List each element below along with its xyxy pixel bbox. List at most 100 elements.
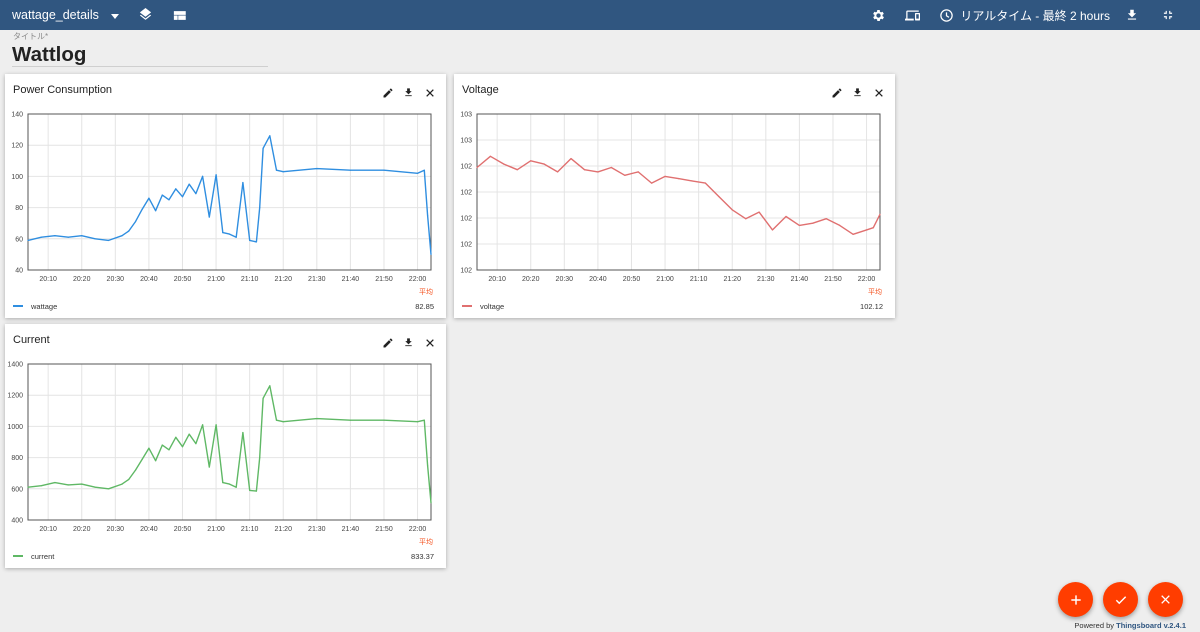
x-tick-label: 20:10 [39,526,57,533]
x-tick-label: 21:20 [274,526,292,533]
data-point [259,207,261,209]
dashboard-name[interactable]: wattage_details [12,8,99,22]
x-tick-label: 20:40 [140,276,158,283]
data-point [543,163,545,165]
y-tick-label: 102 [460,268,472,275]
edit-icon[interactable] [829,85,844,100]
data-point [249,239,251,241]
x-tick-label: 21:30 [308,526,326,533]
data-point [67,484,69,486]
layers-icon[interactable] [136,5,156,25]
legend-row-voltage[interactable]: voltage 102.12 [462,300,883,312]
view-compact-icon[interactable] [170,5,190,25]
close-icon[interactable] [871,85,886,100]
data-point [181,446,184,448]
dashboard-title[interactable]: Wattlog [12,43,87,66]
power-consumption-widget: Power Consumption 40 60 80 100 120 140 20:10 20… [5,74,446,318]
fullscreen-exit-icon[interactable] [1158,5,1178,25]
data-point [570,158,572,160]
data-point [175,188,177,190]
data-point [121,483,123,485]
data-point [691,180,693,182]
chevron-down-icon[interactable] [110,13,119,19]
data-point [383,419,385,421]
data-point [235,236,237,238]
data-point [259,457,261,459]
data-point [417,421,419,423]
data-point [255,490,257,492]
data-point [81,235,83,237]
download-icon[interactable] [401,85,416,100]
timewindow-label[interactable]: リアルタイム - 最終 2 hours [960,8,1110,23]
data-point [597,171,599,173]
download-icon[interactable] [1122,5,1142,25]
legend-row-wattage[interactable]: wattage 82.85 [13,300,434,312]
data-point [269,135,271,137]
data-point [872,227,874,229]
apply-changes-button[interactable] [1103,582,1138,617]
toolbar-left: wattage_details [12,0,190,30]
data-point [651,182,653,184]
data-point [208,216,210,218]
devices-icon[interactable] [902,5,922,25]
x-tick-label: 21:50 [824,276,842,283]
x-tick-label: 20:40 [140,526,158,533]
legend-swatch [13,555,23,557]
clock-icon[interactable] [936,5,956,25]
data-point [215,174,217,176]
edit-icon[interactable] [380,335,395,350]
data-point [866,229,868,231]
data-point [798,224,800,226]
data-point [54,235,56,237]
widget-actions [829,85,886,100]
data-point [181,196,184,198]
close-icon [1161,595,1170,604]
edit-icon[interactable] [380,85,395,100]
y-tick-label: 400 [11,518,23,525]
download-icon[interactable] [850,85,865,100]
data-point [262,147,264,149]
y-tick-label: 1400 [7,362,23,369]
x-tick-label: 22:00 [409,276,427,283]
data-point [704,182,706,184]
data-point [228,233,231,235]
data-point [417,172,419,174]
x-tick-label: 20:50 [174,526,192,533]
close-icon[interactable] [422,85,437,100]
data-point [202,175,204,177]
data-point [489,155,491,157]
widget-actions [380,335,437,350]
legend-average-value: 82.85 [415,301,434,311]
x-tick-label: 20:30 [107,526,125,533]
decline-changes-button[interactable] [1148,582,1183,617]
legend-average-value: 102.12 [860,301,883,311]
data-point [202,424,204,426]
x-tick-label: 20:30 [556,276,574,283]
data-point [262,397,264,399]
data-point [825,218,827,220]
data-point [242,182,244,184]
data-point [134,469,137,471]
data-point [430,502,432,504]
settings-icon[interactable] [868,5,888,25]
series-line-current [27,385,432,503]
x-tick-label: 21:00 [207,276,225,283]
y-tick-label: 1200 [7,393,23,400]
x-tick-label: 22:00 [858,276,876,283]
legend-swatch [462,305,472,307]
data-point [852,233,854,235]
data-point [255,241,257,243]
x-tick-label: 21:00 [207,526,225,533]
x-tick-label: 21:10 [690,276,708,283]
x-tick-label: 21:10 [241,276,259,283]
x-tick-label: 20:40 [589,276,607,283]
download-icon[interactable] [401,335,416,350]
data-point [282,171,284,173]
close-icon[interactable] [422,335,437,350]
add-widget-button[interactable] [1058,582,1093,617]
data-point [27,239,29,241]
legend-row-current[interactable]: current 833.37 [13,550,434,562]
y-tick-label: 103 [460,112,472,119]
data-point [134,221,137,223]
data-point [624,174,626,176]
